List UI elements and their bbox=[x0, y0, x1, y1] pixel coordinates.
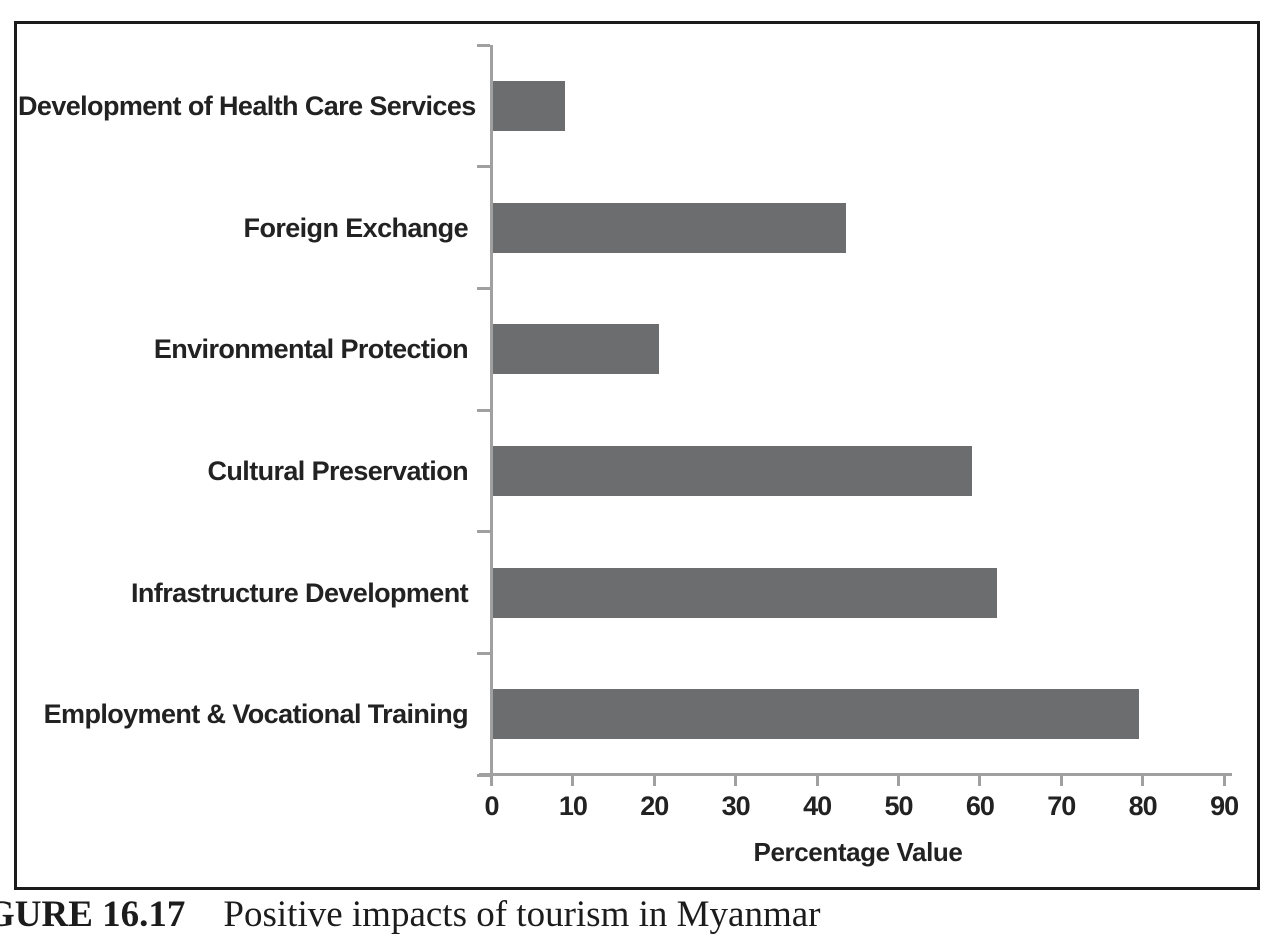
x-tick bbox=[1141, 776, 1145, 786]
x-tick-label: 10 bbox=[558, 791, 588, 821]
x-tick-label: 30 bbox=[721, 791, 751, 821]
y-tick bbox=[477, 43, 490, 47]
x-tick bbox=[815, 776, 819, 786]
figure-caption-text: Positive impacts of tourism in Myanmar bbox=[223, 894, 821, 935]
category-label: Environmental Protection bbox=[153, 334, 469, 365]
category-label: Employment & Vocational Training bbox=[43, 699, 469, 730]
x-tick-label: 70 bbox=[1047, 791, 1076, 821]
x-tick-label: 40 bbox=[803, 791, 832, 821]
x-tick bbox=[571, 776, 575, 786]
bar bbox=[492, 202, 847, 253]
bar bbox=[492, 445, 973, 496]
category-label: Cultural Preservation bbox=[207, 455, 469, 486]
x-tick bbox=[490, 776, 493, 786]
figure-caption: GURE 16.17 Positive impacts of tourism in… bbox=[0, 893, 820, 937]
y-tick bbox=[477, 530, 490, 534]
category-label: Foreign Exchange bbox=[243, 212, 469, 243]
category-label: Infrastructure Development bbox=[131, 577, 469, 608]
y-tick bbox=[477, 286, 490, 290]
x-tick bbox=[1059, 776, 1063, 786]
bar bbox=[492, 324, 659, 375]
y-tick bbox=[477, 651, 490, 655]
category-label: Development of Health Care Services bbox=[18, 90, 476, 121]
figure-caption-label: GURE 16.17 bbox=[0, 894, 186, 935]
x-tick bbox=[734, 776, 738, 786]
y-tick bbox=[477, 165, 490, 169]
x-tick bbox=[1222, 776, 1226, 786]
x-tick-label: 60 bbox=[965, 791, 995, 821]
x-tick bbox=[652, 776, 656, 786]
x-tick-label: 90 bbox=[1210, 791, 1239, 821]
figure-frame bbox=[14, 21, 1260, 890]
bar bbox=[492, 80, 566, 131]
y-tick bbox=[477, 408, 490, 412]
y-axis-line bbox=[490, 45, 493, 776]
x-tick-label: 80 bbox=[1128, 791, 1158, 821]
x-tick-label: 0 bbox=[484, 791, 499, 821]
x-tick-label: 50 bbox=[884, 791, 913, 821]
bar bbox=[492, 689, 1140, 740]
x-tick bbox=[978, 776, 982, 786]
bar bbox=[492, 567, 997, 618]
x-tick-label: 20 bbox=[640, 791, 669, 821]
x-axis-line bbox=[479, 773, 1232, 776]
x-tick bbox=[897, 776, 900, 786]
x-axis-title: Percentage Value bbox=[753, 837, 963, 867]
